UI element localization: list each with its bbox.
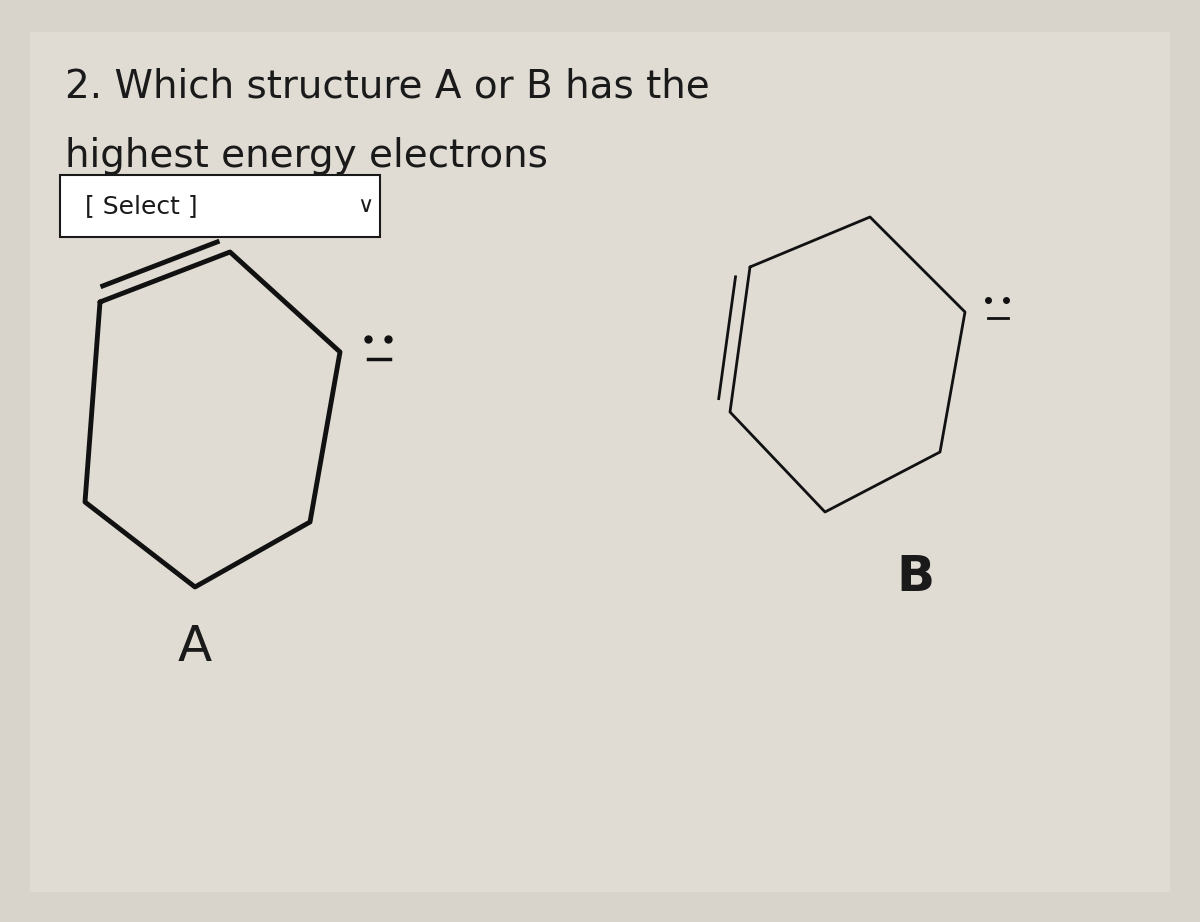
FancyBboxPatch shape [30, 32, 1170, 892]
FancyBboxPatch shape [60, 175, 380, 237]
Text: highest energy electrons: highest energy electrons [65, 137, 548, 175]
Text: B: B [896, 553, 934, 601]
Text: A: A [178, 623, 212, 671]
Text: ∨: ∨ [356, 196, 373, 216]
Text: [ Select ]: [ Select ] [85, 194, 198, 218]
Text: 2. Which structure A or B has the: 2. Which structure A or B has the [65, 67, 709, 105]
